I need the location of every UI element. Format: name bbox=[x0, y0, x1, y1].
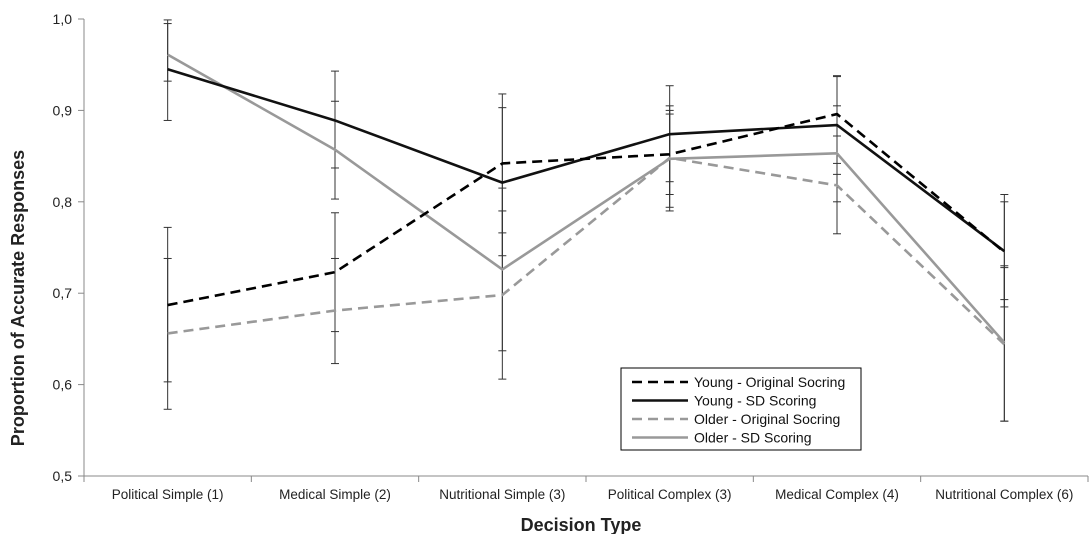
y-tick-label: 0,6 bbox=[53, 377, 73, 393]
legend-label: Young - SD Scoring bbox=[694, 393, 816, 409]
x-tick-label: Political Simple (1) bbox=[112, 487, 224, 502]
x-tick-label: Political Complex (3) bbox=[608, 487, 732, 502]
y-axis: 0,5 0,6 0,7 0,8 0,9 1,0 bbox=[53, 11, 85, 484]
series-line-1 bbox=[167, 112, 1006, 307]
y-tick-label: 0,9 bbox=[53, 102, 73, 118]
error-bars bbox=[163, 19, 1009, 422]
series-lines bbox=[167, 53, 1006, 346]
x-axis-title: Decision Type bbox=[521, 515, 642, 534]
y-tick-label: 0,7 bbox=[53, 285, 73, 301]
x-tick-label: Nutritional Simple (3) bbox=[439, 487, 565, 502]
legend-label: Older - Original Socring bbox=[694, 411, 840, 427]
series-line-3 bbox=[167, 156, 1006, 346]
legend: Young - Original Socring Young - SD Scori… bbox=[620, 367, 862, 451]
y-tick-label: 0,8 bbox=[53, 194, 73, 210]
series-line-4 bbox=[167, 53, 1006, 344]
x-tick-label: Medical Simple (2) bbox=[279, 487, 391, 502]
x-axis: Political Simple (1) Medical Simple (2) Nu… bbox=[83, 475, 1089, 502]
y-axis-title: Proportion of Accurate Responses bbox=[8, 150, 28, 446]
x-tick-label: Nutritional Complex (6) bbox=[935, 487, 1073, 502]
legend-label: Older - SD Scoring bbox=[694, 430, 811, 446]
x-tick-label: Medical Complex (4) bbox=[775, 487, 899, 502]
legend-label: Young - Original Socring bbox=[694, 374, 845, 390]
series-line-2 bbox=[167, 68, 1006, 253]
y-tick-label: 0,5 bbox=[53, 468, 73, 484]
y-tick-label: 1,0 bbox=[53, 11, 73, 27]
